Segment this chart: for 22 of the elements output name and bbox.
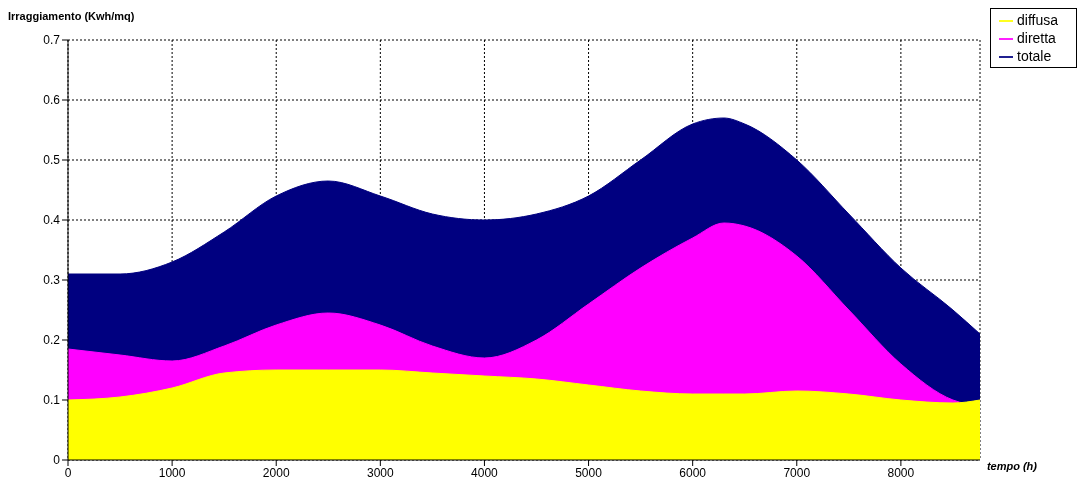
- x-tick-label: 7000: [783, 465, 811, 480]
- x-axis-title: tempo (h): [986, 460, 1037, 472]
- y-tick-label: 0.3: [43, 273, 61, 288]
- y-tick-label: 0: [53, 453, 61, 468]
- y-tick-label: 0.4: [43, 213, 61, 228]
- legend-label: totale: [1017, 48, 1052, 64]
- y-tick-label: 0.2: [43, 333, 61, 348]
- y-tick-label: 0.6: [43, 93, 61, 108]
- y-axis-title: Irraggiamento (Kwh/mq): [8, 10, 135, 22]
- x-tick-label: 3000: [366, 465, 394, 480]
- x-tick-label: 8000: [887, 465, 915, 480]
- legend-label: diffusa: [1017, 12, 1058, 28]
- legend-label: diretta: [1017, 30, 1056, 46]
- y-tick-label: 0.7: [43, 33, 61, 48]
- x-tick-label: 1000: [158, 465, 186, 480]
- x-tick-label: 6000: [679, 465, 707, 480]
- x-tick-label: 2000: [262, 465, 290, 480]
- x-tick-label: 4000: [471, 465, 499, 480]
- y-tick-label: 0.1: [43, 393, 61, 408]
- y-tick-label: 0.5: [43, 153, 61, 168]
- x-tick-label: 0: [64, 465, 72, 480]
- x-tick-label: 5000: [575, 465, 603, 480]
